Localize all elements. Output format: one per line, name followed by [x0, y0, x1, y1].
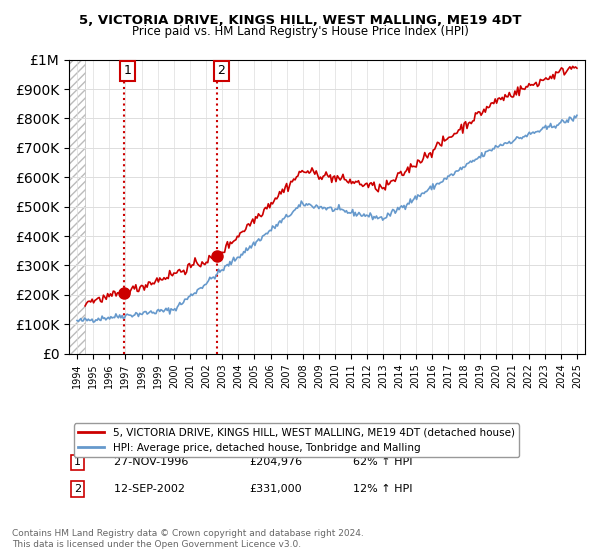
Text: 1: 1	[124, 64, 131, 77]
Text: 2: 2	[217, 64, 225, 77]
Text: Price paid vs. HM Land Registry's House Price Index (HPI): Price paid vs. HM Land Registry's House …	[131, 25, 469, 38]
Bar	[69, 60, 85, 353]
Text: £331,000: £331,000	[250, 484, 302, 494]
Text: 12-SEP-2002: 12-SEP-2002	[100, 484, 185, 494]
Text: 1: 1	[74, 458, 81, 467]
Legend: 5, VICTORIA DRIVE, KINGS HILL, WEST MALLING, ME19 4DT (detached house), HPI: Ave: 5, VICTORIA DRIVE, KINGS HILL, WEST MALL…	[74, 423, 519, 457]
Text: Contains HM Land Registry data © Crown copyright and database right 2024.
This d: Contains HM Land Registry data © Crown c…	[12, 529, 364, 549]
Text: 5, VICTORIA DRIVE, KINGS HILL, WEST MALLING, ME19 4DT: 5, VICTORIA DRIVE, KINGS HILL, WEST MALL…	[79, 14, 521, 27]
Text: 12% ↑ HPI: 12% ↑ HPI	[353, 484, 412, 494]
Text: 27-NOV-1996: 27-NOV-1996	[100, 458, 188, 467]
Text: £204,976: £204,976	[250, 458, 303, 467]
Text: 2: 2	[74, 484, 81, 494]
Text: 62% ↑ HPI: 62% ↑ HPI	[353, 458, 412, 467]
